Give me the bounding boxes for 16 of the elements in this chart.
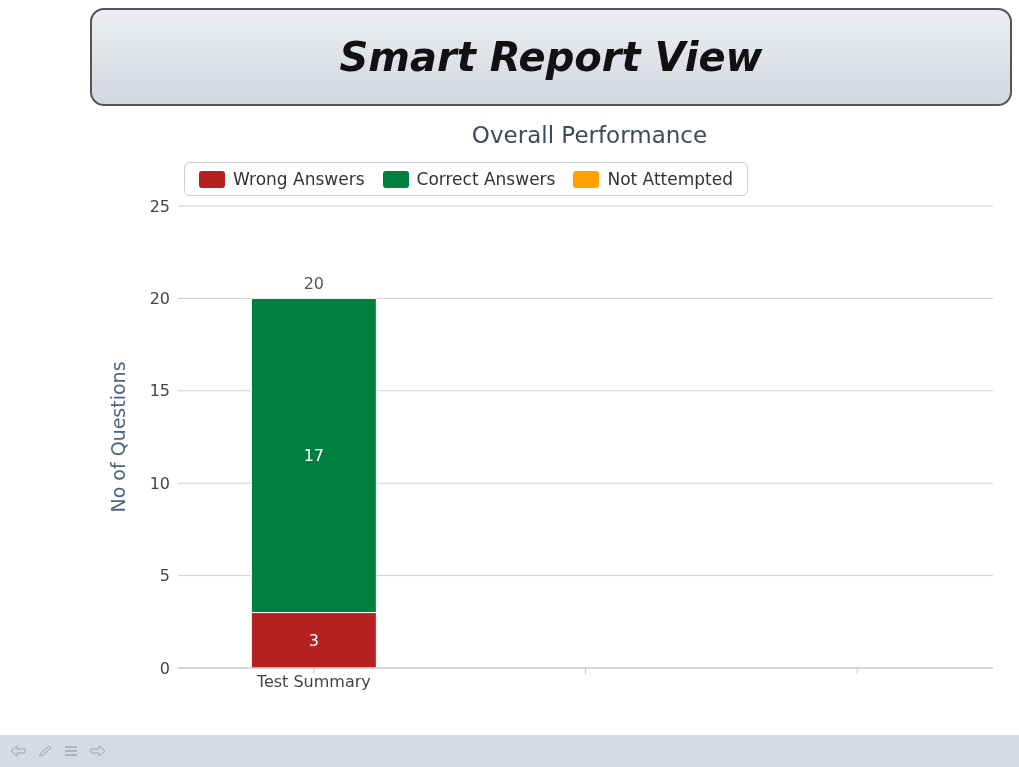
chart-subtitle: Overall Performance xyxy=(470,122,709,148)
data-label: 17 xyxy=(303,446,325,466)
x-tick-label: Test Summary xyxy=(255,672,371,692)
y-tick-label: 20 xyxy=(149,289,170,309)
legend-label: Not Attempted xyxy=(606,169,734,189)
y-axis-title: No of Questions xyxy=(106,361,129,513)
legend-label: Wrong Answers xyxy=(232,169,365,189)
total-label: 20 xyxy=(303,274,325,294)
data-label: 3 xyxy=(308,631,319,651)
y-tick-label: 0 xyxy=(159,658,170,678)
y-tick-label: 10 xyxy=(149,473,170,493)
chart-title: Smart Report View xyxy=(90,8,1012,106)
legend-label: Correct Answers xyxy=(415,169,556,189)
y-tick-label: 25 xyxy=(149,196,170,216)
y-tick-label: 5 xyxy=(159,566,170,586)
y-tick-label: 15 xyxy=(149,381,170,401)
